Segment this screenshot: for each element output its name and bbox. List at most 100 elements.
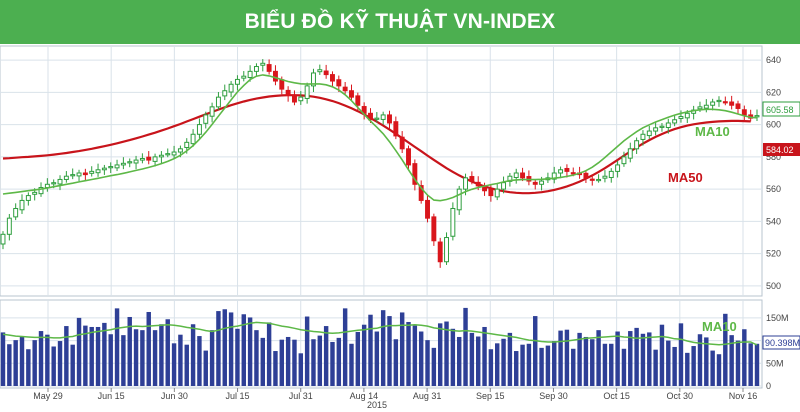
ma50-series-label: MA50 — [668, 170, 703, 185]
volume-bar — [425, 340, 430, 386]
volume-bar — [444, 321, 449, 386]
price-tick-label: 520 — [766, 249, 781, 259]
volume-bar — [678, 323, 684, 386]
volume-bar — [469, 332, 475, 386]
volume-bar — [26, 349, 31, 386]
vol-ma10-value-tag-bg — [762, 335, 800, 350]
candle-down — [589, 178, 595, 181]
volume-bar — [178, 334, 183, 386]
candle-up — [209, 106, 215, 117]
volume-bar — [704, 337, 709, 386]
candle-down — [387, 114, 392, 124]
candle-up — [247, 70, 253, 78]
candle-down — [583, 172, 589, 179]
volume-bar — [558, 330, 563, 386]
volume-bar — [380, 310, 386, 386]
candle-up — [76, 172, 82, 177]
volume-y-axis: 050M100M150M — [766, 313, 789, 391]
candle-down — [393, 121, 399, 137]
volume-bar — [450, 328, 456, 386]
volume-bar — [729, 335, 734, 386]
volume-bar — [45, 334, 50, 386]
volume-bar — [368, 314, 373, 386]
volume-bar — [482, 326, 487, 386]
volume-bar — [70, 344, 75, 386]
price-tick-label: 500 — [766, 281, 781, 291]
volume-bar — [463, 307, 468, 386]
volume-bar — [330, 341, 335, 386]
candle-up — [640, 133, 646, 140]
candle-up — [646, 130, 652, 137]
volume-bar — [254, 330, 259, 386]
candle-up — [659, 125, 665, 128]
candle-down — [336, 79, 342, 87]
price-panel-frame — [0, 45, 763, 297]
price-tick-label: 540 — [766, 216, 781, 226]
volume-bar — [628, 331, 633, 386]
candle-up — [0, 233, 6, 245]
volume-bar — [83, 325, 88, 386]
candle-up — [716, 99, 722, 103]
volume-bar — [114, 308, 120, 386]
volume-bar — [596, 330, 601, 386]
candle-up — [120, 162, 126, 166]
x-tick-label: Nov 16 — [729, 391, 758, 401]
chart-title: BIỂU ĐỒ KỸ THUẬT VN-INDEX — [244, 10, 556, 33]
candle-up — [551, 172, 557, 180]
candle-up — [450, 207, 456, 237]
volume-bar — [488, 349, 494, 386]
candle-up — [158, 154, 164, 158]
candle-down — [431, 216, 437, 242]
volume-bar — [621, 348, 627, 386]
volume-bar — [266, 322, 272, 386]
candle-up — [539, 180, 545, 185]
volume-bar — [260, 337, 265, 386]
candle-up — [710, 101, 716, 106]
ma10-series-label: MA10 — [695, 124, 730, 139]
price-y-axis: 500 520 540 560 580 600 620 640 — [766, 55, 781, 291]
candle-down — [146, 156, 152, 161]
candle-up — [653, 127, 659, 132]
volume-bar — [634, 327, 639, 386]
volume-bar — [412, 325, 418, 386]
volume-bar — [507, 332, 513, 386]
price-tick-label: 580 — [766, 152, 781, 162]
candle-up — [127, 161, 133, 164]
volume-bar — [304, 316, 310, 386]
candle-down — [741, 109, 747, 116]
volume-tick-label: 0 — [766, 381, 771, 391]
candle-down — [722, 101, 728, 104]
volume-bar — [685, 352, 690, 386]
candle-up — [260, 62, 266, 66]
volume-bar — [127, 316, 132, 386]
candle-up — [311, 72, 316, 87]
x-tick-label: Oct 30 — [667, 391, 694, 401]
volume-bar — [456, 336, 462, 386]
volume-bar — [32, 340, 37, 386]
candle-down — [399, 136, 405, 150]
candle-up — [234, 78, 240, 85]
x-tick-label: Jun 15 — [98, 391, 125, 401]
volume-bar — [133, 329, 139, 386]
volume-bar — [571, 348, 576, 386]
x-tick-label: Aug 14 — [350, 391, 379, 401]
vol-ma10-value-tag: 90.398M — [765, 338, 800, 348]
volume-bar — [374, 331, 380, 386]
candle-up — [703, 104, 709, 109]
ma50-value-tag: 584.02 — [766, 145, 794, 155]
candle-up — [196, 124, 202, 135]
volume-bar — [146, 311, 151, 386]
volume-bar — [640, 333, 646, 386]
x-tick-label: Sep 30 — [539, 391, 568, 401]
volume-bar — [533, 316, 538, 386]
volume-bar — [495, 343, 500, 386]
volume-bar — [754, 343, 760, 386]
volume-bar — [159, 324, 164, 386]
close-value-tag: 605.58 — [766, 105, 794, 115]
candle-up — [139, 157, 145, 161]
candle-down — [349, 90, 354, 98]
close-value-tag-bg — [762, 101, 800, 117]
candle-down — [425, 199, 430, 219]
volume-bar — [203, 350, 208, 386]
